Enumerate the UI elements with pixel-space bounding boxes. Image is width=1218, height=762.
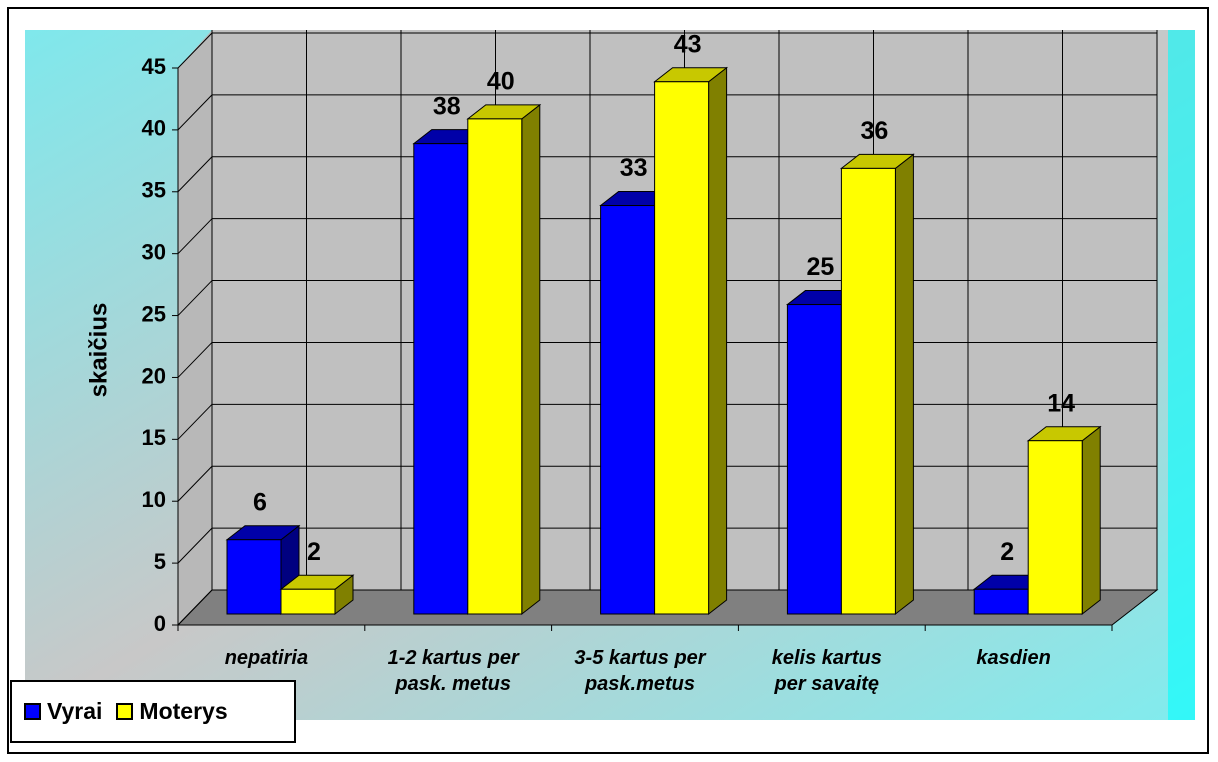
grid-line-side [177,527,213,564]
data-label: 2 [307,538,321,566]
y-tick-label: 15 [142,425,166,450]
bar [600,205,656,615]
chart-edge [1168,30,1195,720]
bar [786,304,842,615]
grid-line-side [177,465,213,502]
bar [973,588,1029,615]
bar [654,81,710,615]
grid-line-side [177,218,213,255]
x-tick-label: 3-5 kartus per pask.metus [574,647,706,695]
bar [840,167,896,615]
bar [226,539,282,615]
y-tick-label: 25 [142,301,166,326]
side-wall [178,30,212,625]
y-tick-label: 0 [154,611,166,636]
grid-line-side [177,403,213,440]
y-axis-title: skaičius [85,303,112,398]
data-label: 36 [860,117,888,145]
data-label: 2 [1000,538,1014,566]
y-tick-label: 40 [142,116,166,141]
grid-line-side [177,94,213,131]
legend-swatch [24,703,41,720]
bar-side [894,153,914,616]
data-label: 25 [806,253,834,281]
grid-line-side [177,280,213,316]
data-label: 43 [674,30,702,58]
x-tick-label: nepatiria [224,647,309,669]
bar [1027,440,1083,615]
grid-line-side [177,342,213,378]
data-label: 38 [433,92,461,120]
legend: Vyrai Moterys [10,680,296,743]
legend-swatch [116,703,134,720]
y-tick-label: 5 [154,549,166,574]
data-label: 14 [1047,389,1075,417]
y-tick-label: 10 [142,487,166,512]
bar-side [521,103,541,616]
x-tick-label: 1-2 kartus per pask. metus [387,647,519,695]
grid-line-side [177,156,213,193]
grid-line-side [177,589,213,626]
y-tick-label: 30 [142,239,166,264]
x-tick-label: kasdien [976,647,1051,669]
y-tick-label: 20 [142,363,166,388]
y-tick-label: 35 [142,178,166,203]
legend-item: Moterys [116,698,228,725]
legend-item: Vyrai [24,698,102,725]
y-tick-label: 45 [142,54,166,79]
data-label: 6 [253,488,267,516]
grid-line-side [177,32,213,69]
data-label: 40 [487,67,515,95]
legend-label: Vyrai [47,698,103,724]
bar [280,588,336,615]
bar [467,118,523,615]
data-label: 33 [620,154,648,182]
bar [413,143,469,615]
x-tick-label: kelis kartus per savaitę [771,647,882,695]
bar-side [708,66,728,616]
bar-side [1081,425,1101,616]
legend-label: Moterys [139,698,228,724]
